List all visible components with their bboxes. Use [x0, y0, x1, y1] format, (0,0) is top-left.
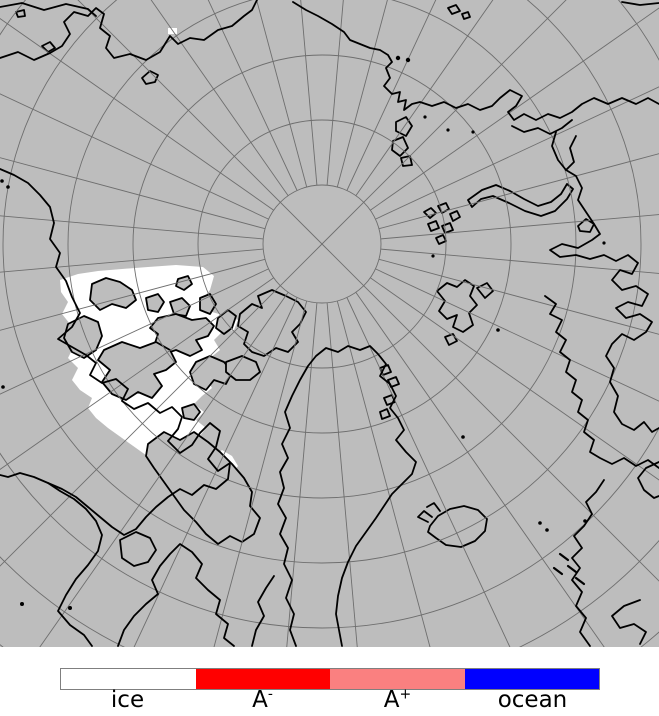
islet-laptev-2 [405, 57, 411, 63]
island-herald [41, 41, 56, 53]
coast-iceland-nw-fjords [417, 502, 441, 523]
legend-label-ice: ice [110, 687, 145, 713]
islet-bering-2 [6, 185, 10, 189]
island-king-william [181, 403, 201, 421]
island-devon [225, 355, 261, 381]
island-novaya-zemlya [467, 183, 574, 217]
coast-trondheim-fjord [611, 599, 647, 645]
islet-hudson-2 [68, 606, 72, 610]
coast-scandinavia-west [571, 479, 605, 647]
islet-faroe-1 [538, 521, 542, 525]
island-iceland [427, 505, 488, 548]
islets-east-greenland [379, 364, 400, 420]
coast-alaska-canada-mainland [0, 168, 231, 536]
island-southampton [119, 531, 157, 567]
islets-lofoten [552, 552, 586, 586]
islands-new-siberian [447, 4, 471, 20]
islet-kara-3 [471, 130, 475, 134]
islet-bear-island [496, 328, 500, 332]
island-small-nw [15, 9, 26, 18]
arctic-map-canvas [0, 0, 659, 647]
island-svalbard [436, 279, 478, 333]
island-victoria [97, 341, 177, 401]
legend-label-a-minus: A- [252, 686, 273, 713]
legend-label-ocean: ocean [497, 687, 568, 713]
islet-norwegian-sea [583, 519, 587, 523]
coast-top-right-corner [621, 1, 659, 6]
coast-greenland [277, 345, 417, 647]
coast-hudson-bay-east-ungava [117, 543, 235, 647]
legend-swatch-ice [61, 669, 196, 689]
legend-swatch-a-plus [330, 669, 465, 689]
islet-kara-2 [446, 128, 450, 132]
coast-laptev-taymyr-kara [292, 1, 659, 121]
islet-laptev-1 [395, 55, 401, 61]
island-melville [149, 313, 215, 357]
islet-kara-1 [423, 115, 427, 119]
islet-jan-mayen [461, 435, 465, 439]
island-baffin [145, 431, 261, 545]
islet-bering-1 [0, 179, 4, 183]
small-island-dots [0, 55, 606, 610]
coast-labrador [251, 575, 275, 647]
island-kolguyev [577, 218, 595, 233]
graticule [0, 0, 659, 647]
legend-swatch-a-minus [195, 669, 330, 689]
arctic-map [0, 0, 659, 647]
legend-label-a-plus: A+ [383, 686, 412, 713]
islet-pechora [602, 241, 606, 245]
legend-swatch-ocean [464, 669, 599, 689]
coast-siberia-top-edge [0, 2, 97, 17]
coast-ob-gulf-south [511, 119, 573, 135]
coast-pechora-kanin-whitesea [549, 169, 659, 433]
coastline-layer [0, 0, 659, 647]
coast-norway-finnmark [544, 295, 659, 469]
islands-severnaya-zemlya [391, 116, 413, 167]
coast-kandalaksha-bay [637, 461, 659, 499]
legend-colorbar [60, 668, 600, 690]
island-somerset [189, 355, 233, 391]
coast-chukotka [0, 0, 258, 61]
islet-west-edge [1, 385, 5, 389]
island-qei-2 [169, 297, 191, 317]
islet-faroe-2 [545, 528, 549, 532]
islet-barents [431, 254, 435, 258]
island-qei-1 [145, 293, 165, 313]
coast-hudson-bay-west [47, 482, 103, 647]
islet-hudson-1 [20, 602, 24, 606]
